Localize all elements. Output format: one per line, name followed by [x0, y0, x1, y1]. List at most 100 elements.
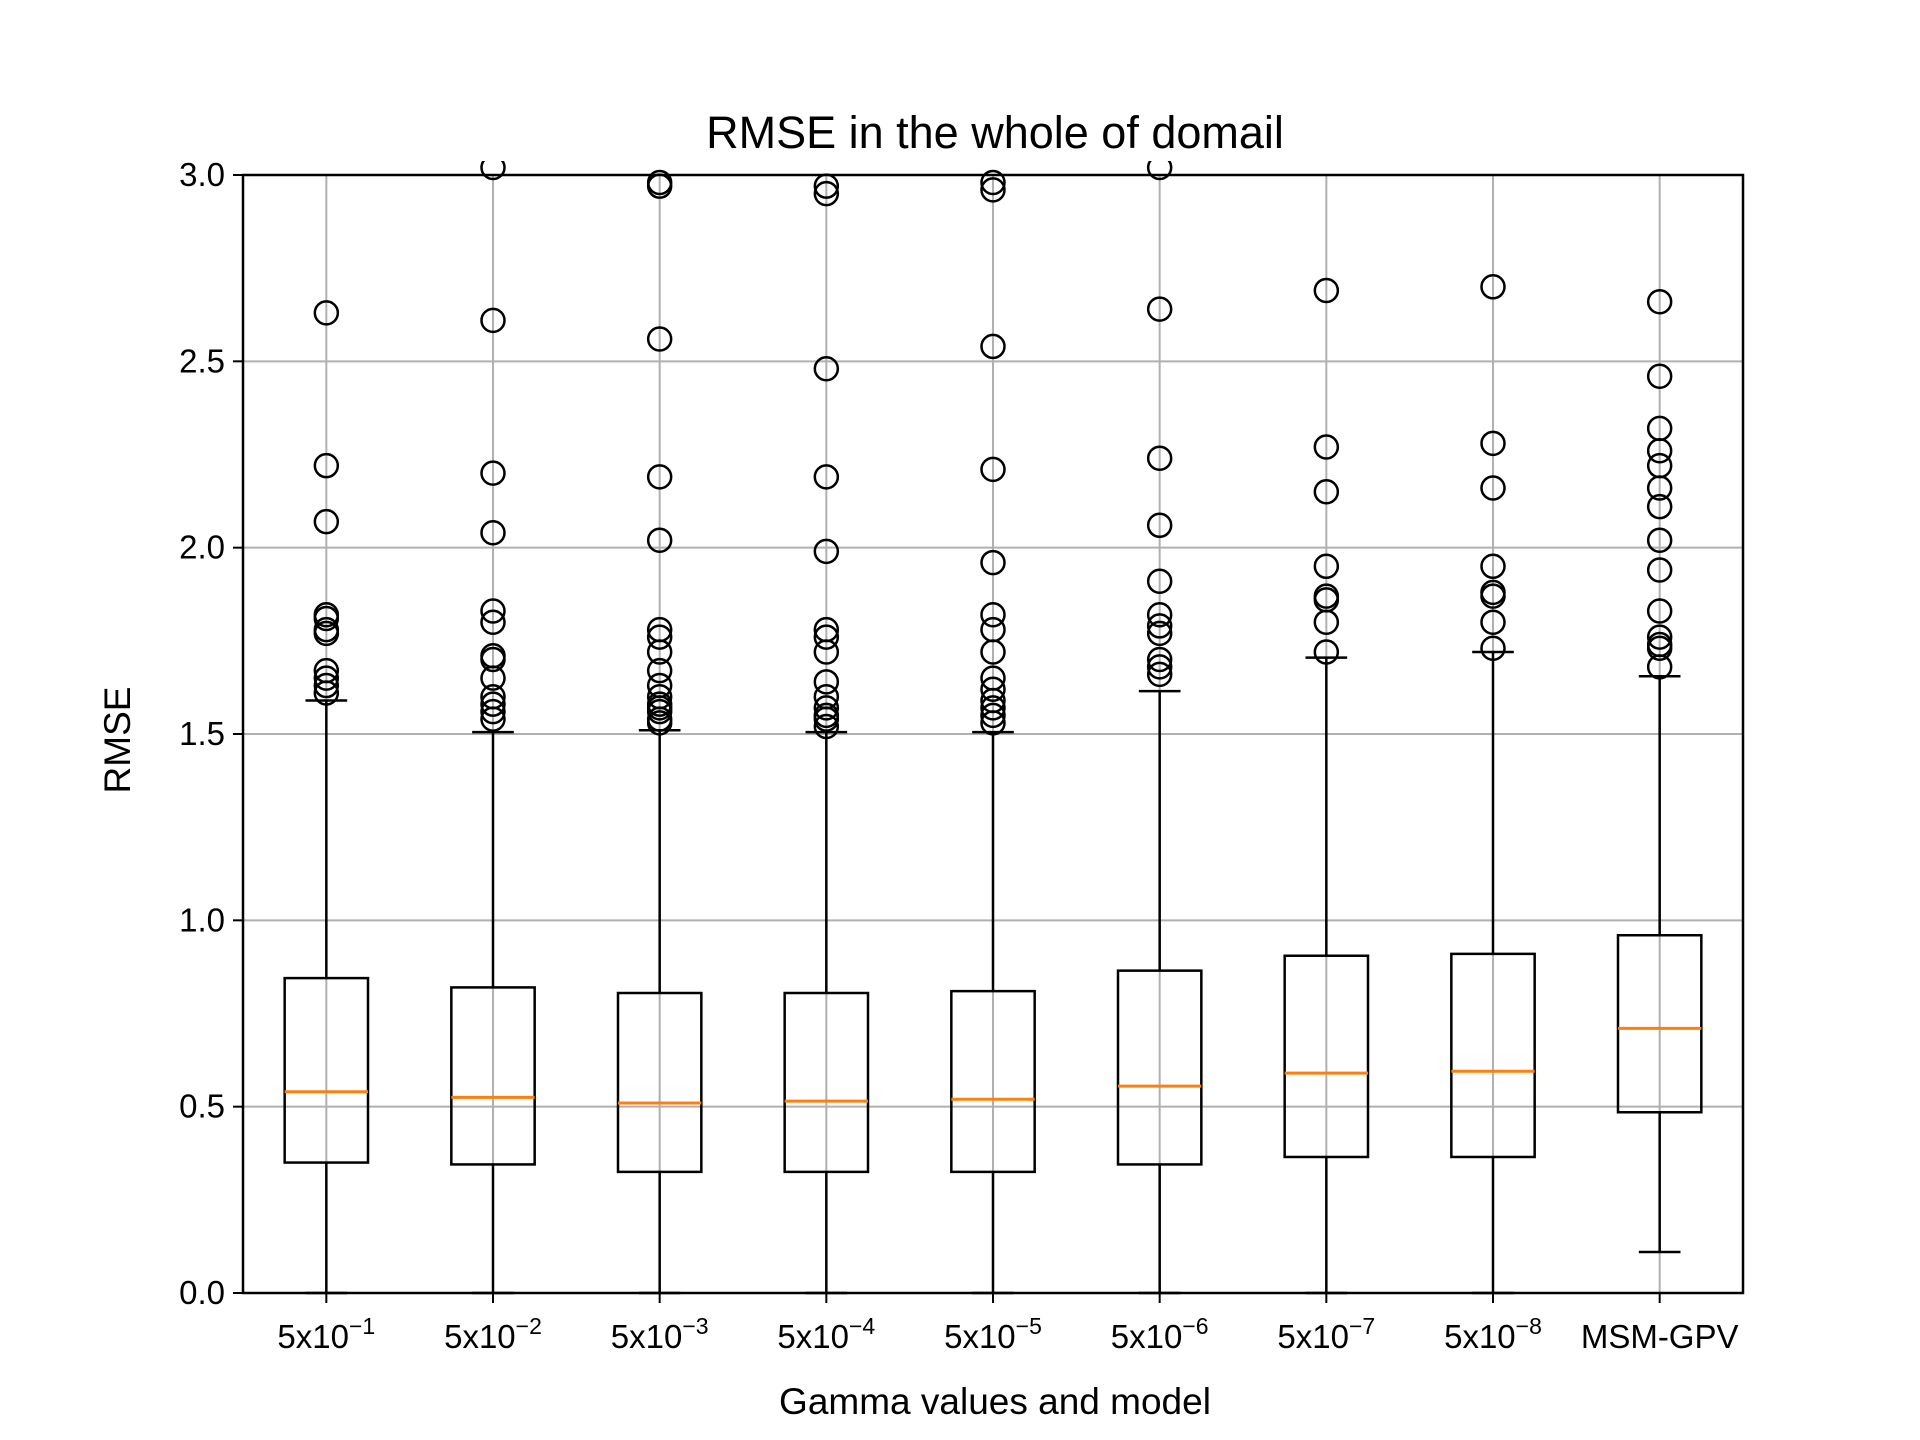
outlier-point — [313, 665, 340, 691]
outlier-point — [313, 300, 340, 326]
outlier-point — [480, 683, 506, 710]
outlier-point — [980, 676, 1006, 703]
outlier-point — [1480, 430, 1506, 457]
outlier-point — [1146, 296, 1173, 322]
iqr-box — [1116, 969, 1203, 1166]
outlier-point — [1313, 639, 1340, 665]
outlier-point — [1480, 274, 1506, 300]
x-tick-label: MSM-GPV — [1581, 1318, 1739, 1355]
x-tick-label: 5x10−1 — [277, 1313, 375, 1355]
box-group — [950, 169, 1036, 1295]
x-tick-label-base: MSM-GPV — [1581, 1318, 1739, 1355]
outlier-point — [646, 169, 673, 196]
outlier-point — [646, 326, 673, 352]
outlier-point — [480, 642, 506, 669]
outlier-point — [313, 616, 340, 643]
outlier-point — [646, 657, 673, 684]
y-tick-label: 0.0 — [179, 1274, 225, 1311]
outlier-point — [1146, 601, 1173, 628]
outlier-point — [1480, 553, 1506, 580]
x-tick-label-base: 5x10 — [611, 1318, 683, 1355]
x-tick-label: 5x10−2 — [444, 1313, 542, 1355]
outlier-point — [980, 169, 1006, 196]
outlier-point — [646, 624, 673, 650]
outlier-point — [1313, 553, 1340, 580]
outlier-point — [980, 601, 1006, 628]
outlier-point — [646, 683, 673, 710]
x-tick-label: 5x10−7 — [1277, 1313, 1375, 1355]
y-tick-label: 1.0 — [179, 901, 225, 938]
x-tick-label-base: 5x10 — [944, 1318, 1016, 1355]
outlier-point — [813, 695, 840, 721]
outlier-point — [480, 161, 506, 181]
outlier-point — [1480, 635, 1506, 662]
outlier-point — [813, 464, 840, 490]
outlier-point — [1646, 598, 1673, 624]
outlier-point — [813, 616, 840, 643]
outlier-point — [813, 669, 840, 695]
x-tick-label-base: 5x10 — [1277, 1318, 1349, 1355]
box-group — [783, 173, 870, 1295]
outlier-point — [480, 520, 506, 546]
y-axis-label: RMSE — [97, 687, 138, 794]
outlier-point — [1646, 452, 1673, 479]
outlier-point — [813, 538, 840, 565]
outlier-point — [1646, 557, 1673, 583]
x-tick-label: 5x10−8 — [1444, 1313, 1542, 1355]
outlier-point — [813, 356, 840, 382]
x-tick-label-base: 5x10 — [1444, 1318, 1516, 1355]
outlier-point — [1313, 583, 1340, 609]
x-tick-label: 5x10−5 — [944, 1313, 1042, 1355]
outlier-point — [980, 456, 1006, 483]
outlier-point — [1646, 288, 1673, 315]
outlier-point — [980, 549, 1006, 576]
outlier-point — [313, 508, 340, 535]
outlier-point — [646, 691, 673, 717]
x-tick-label-base: 5x10 — [777, 1318, 849, 1355]
outlier-point — [1146, 568, 1173, 594]
x-tick-label-exponent: −1 — [349, 1313, 375, 1339]
outlier-point — [1146, 613, 1173, 639]
outlier-point — [1646, 363, 1673, 389]
outlier-point — [313, 672, 340, 699]
outlier-point — [646, 464, 673, 490]
x-tick-label-exponent: −8 — [1516, 1313, 1542, 1339]
iqr-box — [783, 991, 870, 1174]
y-tick-label: 2.5 — [179, 342, 225, 379]
outlier-point — [1313, 434, 1340, 460]
iqr-box — [1450, 952, 1536, 1159]
outlier-point — [1313, 277, 1340, 304]
outlier-point — [646, 616, 673, 643]
outlier-point — [813, 713, 840, 740]
outlier-point — [313, 657, 340, 684]
outlier-point — [480, 698, 506, 725]
x-tick-label-base: 5x10 — [277, 1318, 349, 1355]
x-tick-label-exponent: −3 — [682, 1313, 708, 1339]
outlier-point — [646, 527, 673, 553]
y-tick-label: 2.0 — [179, 529, 225, 566]
x-tick-label: 5x10−6 — [1111, 1313, 1209, 1355]
x-tick-label-exponent: −6 — [1182, 1313, 1208, 1339]
outlier-point — [313, 452, 340, 479]
outlier-point — [1480, 475, 1506, 501]
outlier-point — [980, 695, 1006, 721]
x-tick-label-exponent: −7 — [1349, 1313, 1375, 1339]
y-tick-label: 1.5 — [179, 715, 225, 752]
iqr-box — [616, 991, 703, 1174]
outlier-point — [980, 333, 1006, 360]
iqr-box — [283, 976, 370, 1164]
outlier-point — [480, 691, 506, 717]
outlier-point — [1646, 631, 1673, 658]
x-tick-label: 5x10−3 — [611, 1313, 709, 1355]
outlier-point — [1146, 445, 1173, 471]
outlier-point — [980, 702, 1006, 729]
outlier-point — [813, 702, 840, 729]
x-tick-label-exponent: −4 — [849, 1313, 875, 1339]
outlier-point — [480, 307, 506, 334]
box-group — [616, 169, 703, 1295]
y-tick-label: 3.0 — [179, 156, 225, 193]
outlier-point — [980, 177, 1006, 203]
outlier-point — [480, 609, 506, 635]
